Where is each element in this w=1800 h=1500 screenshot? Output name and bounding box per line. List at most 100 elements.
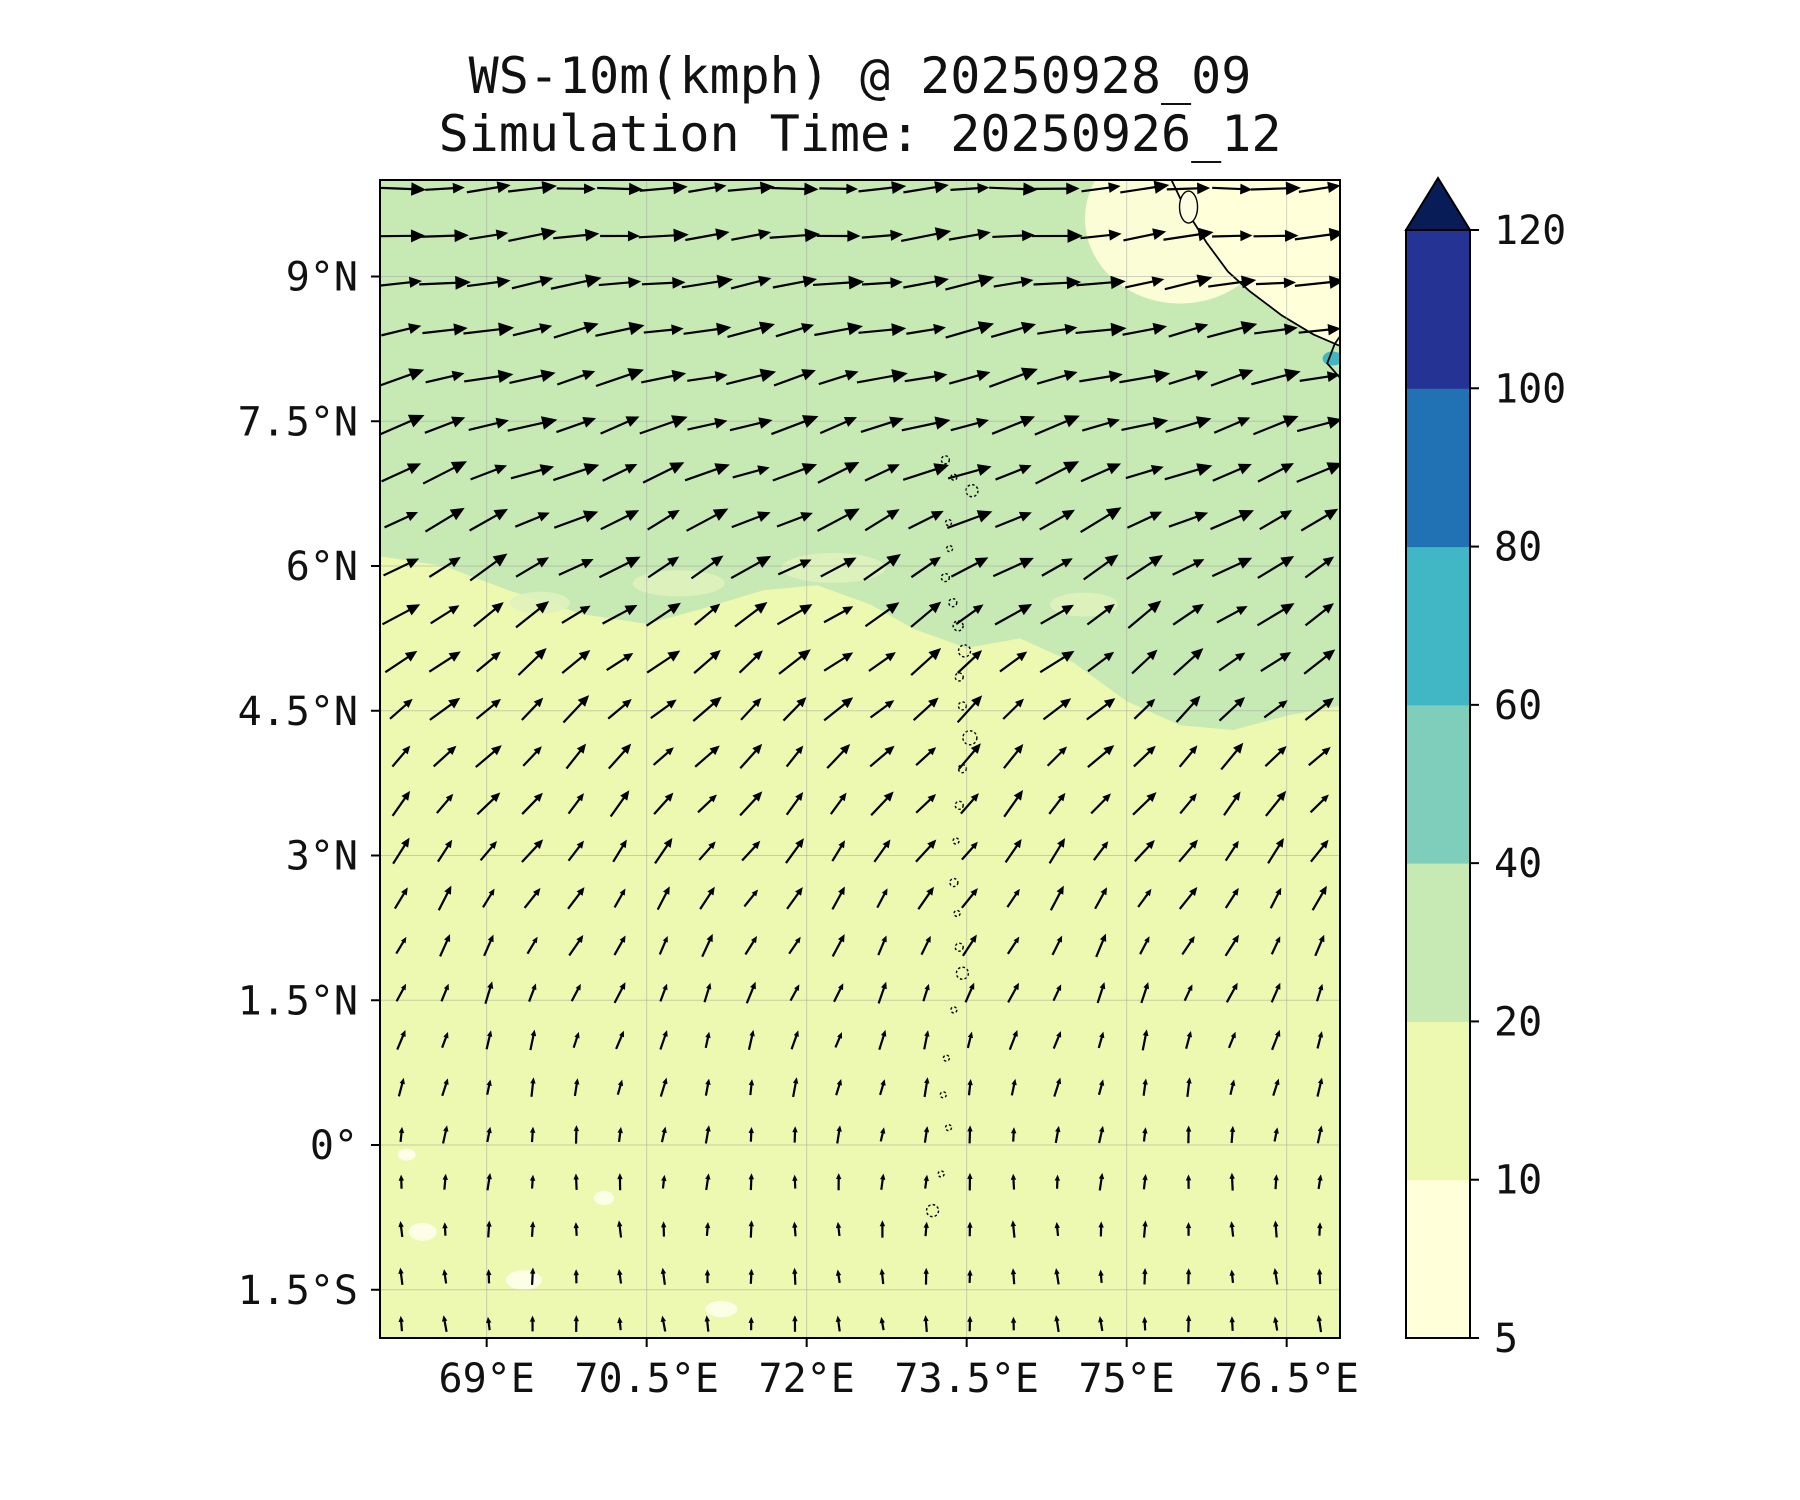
wind-arrow (429, 697, 461, 721)
wind-arrow (475, 698, 502, 720)
wind-arrow (967, 1172, 973, 1191)
wind-arrow (521, 697, 544, 721)
wind-speed-field-layer (380, 180, 1340, 1338)
wind-arrow (1304, 556, 1335, 579)
wind-arrow (739, 791, 763, 817)
wind-arrow (1259, 510, 1293, 531)
wind-arrow (1316, 1031, 1324, 1049)
wind-arrow (602, 464, 638, 482)
y-tick-label: 9°N (286, 255, 358, 301)
wind-arrow (1172, 648, 1204, 676)
wind-arrow (967, 1269, 973, 1283)
wind-arrow (967, 1315, 973, 1332)
wind-arrow (690, 555, 724, 580)
wind-arrow (697, 794, 717, 814)
wind-arrow (1218, 696, 1246, 722)
wind-arrow (743, 889, 759, 908)
wind-arrow (1046, 746, 1067, 767)
wind-arrow (1052, 1031, 1062, 1049)
wind-arrow (817, 462, 860, 484)
wind-arrow (772, 275, 818, 289)
wind-arrow (1296, 416, 1340, 433)
wind-arrow (1271, 1029, 1281, 1051)
wind-arrow (704, 1078, 711, 1096)
wind-arrow (1185, 1268, 1192, 1285)
wind-arrow (528, 983, 537, 1002)
wind-arrow (380, 276, 422, 288)
wind-arrow (641, 369, 687, 384)
wind-arrow (1122, 322, 1168, 336)
wind-arrow (656, 886, 670, 911)
wind-arrow (391, 745, 411, 768)
wind-arrow (391, 790, 411, 817)
wind-arrow (876, 888, 888, 909)
colorbar: 5 10 20 40 60 80 100 120 (1404, 176, 1566, 1362)
wind-arrow (1049, 885, 1064, 911)
x-tick-label: 70.5°E (574, 1356, 719, 1402)
wind-arrow (1035, 461, 1080, 485)
wind-arrow (792, 1077, 799, 1098)
wind-arrow (956, 650, 983, 674)
wind-arrow (425, 182, 465, 194)
maldives-island-outline (957, 644, 972, 658)
wind-arrow (858, 323, 907, 337)
maldives-island-outline (955, 966, 970, 980)
wind-arrow (813, 275, 865, 290)
wind-arrow (1119, 369, 1171, 384)
wind-arrow (428, 556, 461, 578)
wind-arrow (380, 414, 425, 437)
maldives-island-outline (957, 701, 968, 711)
wind-arrow (475, 745, 502, 768)
wind-arrow (1220, 742, 1244, 771)
wind-arrow (826, 744, 851, 769)
wind-arrow (769, 228, 821, 243)
wind-arrow (1079, 370, 1123, 383)
wind-arrow (482, 888, 495, 908)
wind-arrow (439, 934, 451, 957)
wind-arrow (617, 1173, 623, 1191)
wind-arrow (646, 650, 681, 674)
wind-arrow (473, 602, 504, 628)
y-tick-label: 1.5°N (238, 978, 358, 1024)
wind-arrow (1175, 695, 1201, 723)
wind-arrow (991, 415, 1036, 435)
wind-arrow (915, 794, 937, 814)
wind-arrow (1255, 277, 1296, 289)
wind-arrow (600, 416, 640, 435)
wind-arrow (1166, 182, 1211, 195)
wind-arrow (486, 1079, 492, 1095)
wind-arrow (1120, 180, 1170, 194)
wind-arrow (1212, 183, 1253, 195)
wind-arrow (726, 368, 777, 386)
wind-arrow (395, 983, 407, 1002)
wind-arrow (958, 743, 981, 770)
maldives-island-outline (954, 942, 964, 952)
wind-arrow (1081, 182, 1121, 193)
wind-arrow (1317, 1174, 1323, 1190)
wind-arrow (945, 321, 995, 339)
wind-arrow (701, 933, 713, 958)
colorbar-segment (1406, 1021, 1470, 1181)
plot-border (379, 179, 1341, 1339)
wind-arrow (727, 181, 775, 195)
wind-arrow (556, 183, 596, 195)
wind-arrow (595, 368, 644, 388)
wind-arrow (1224, 840, 1239, 862)
wind-arrow (831, 886, 845, 910)
wind-arrow (1218, 652, 1246, 672)
wind-arrow (704, 1269, 711, 1284)
wind-arrow (523, 887, 541, 909)
wind-arrow (658, 936, 668, 955)
wind-arrow (879, 1268, 885, 1285)
wind-arrow (946, 510, 993, 529)
coastal-islet-outline (1178, 190, 1199, 224)
wind-arrow (869, 745, 895, 768)
wind-arrow (833, 983, 844, 1003)
wind-arrow (961, 888, 978, 909)
wind-arrow (511, 275, 554, 290)
wind-arrow (923, 1315, 929, 1333)
wind-arrow (729, 417, 773, 432)
wind-arrow (1260, 651, 1292, 673)
wind-arrow (1164, 274, 1213, 291)
wind-arrow (608, 743, 632, 770)
